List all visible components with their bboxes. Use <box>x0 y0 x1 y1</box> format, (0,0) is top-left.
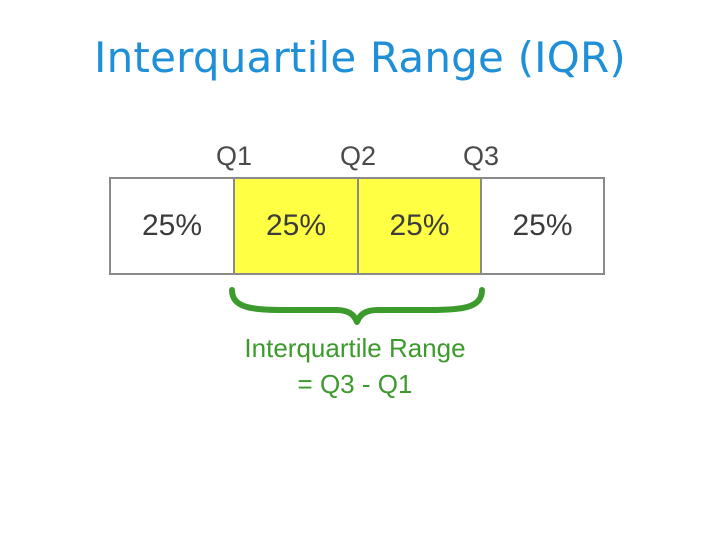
segment-1: 25% <box>109 177 235 275</box>
quartile-label-q2: Q2 <box>339 141 377 171</box>
segment-4: 25% <box>480 177 605 275</box>
slide-title: Interquartile Range (IQR) <box>94 33 626 82</box>
segment-3: 25% <box>357 177 482 275</box>
segment-2: 25% <box>233 177 359 275</box>
quartile-label-q1: Q1 <box>215 141 253 171</box>
curly-brace-icon <box>229 287 485 325</box>
iqr-label: Interquartile Range <box>244 333 466 363</box>
quartile-label-q3: Q3 <box>462 141 500 171</box>
iqr-formula: = Q3 - Q1 <box>297 369 413 399</box>
